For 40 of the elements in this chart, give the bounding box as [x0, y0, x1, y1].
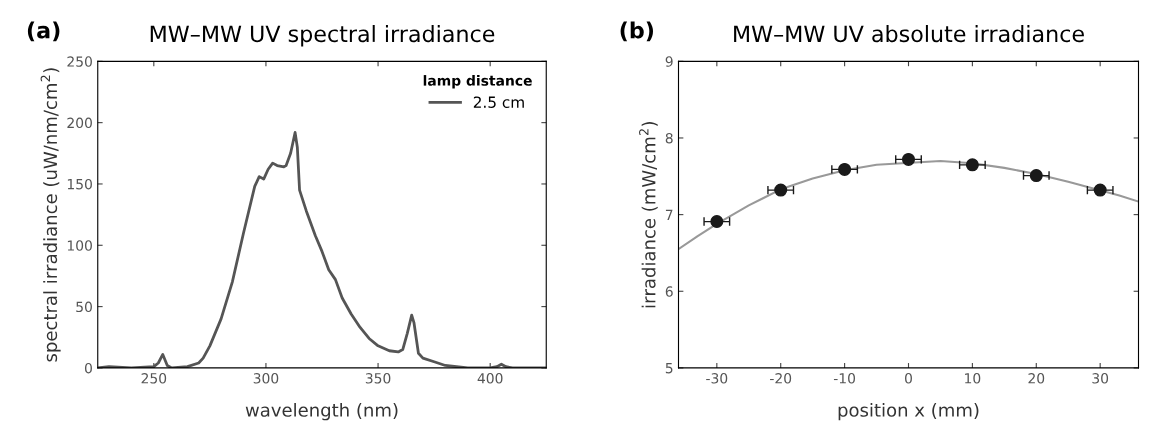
legend-title: lamp distance: [423, 75, 532, 89]
line-series: [678, 159, 1139, 251]
y-tick-label: 50: [76, 301, 92, 313]
text: (a): [27, 21, 60, 42]
x-tick-label: 350: [365, 373, 391, 384]
y-tick-label: 0: [84, 362, 92, 374]
point: [1093, 183, 1107, 197]
point: [901, 152, 916, 166]
x-axis-title: wavelength (nm): [245, 402, 398, 421]
point: [710, 215, 724, 229]
x-tick-label: -20: [770, 373, 792, 384]
y-tick-label: 100: [67, 240, 92, 251]
x-tick-label: 0: [905, 373, 912, 384]
y-tick-label: 250: [67, 56, 92, 67]
x-axis-title: position x (mm): [838, 402, 979, 421]
y-tick-label: 9: [665, 56, 673, 67]
y-tick-label: 7: [665, 209, 673, 220]
point: [1029, 169, 1043, 183]
chart-title: MW–MW UV absolute irradiance: [734, 24, 1084, 43]
x-tick-label: 400: [477, 373, 503, 384]
text: (b): [620, 21, 654, 42]
y-tick-label: 5: [665, 363, 673, 374]
point: [774, 183, 788, 197]
chart-title: MW–MW UV spectral irradiance: [150, 24, 495, 47]
x-tick-label: 10: [965, 373, 981, 384]
x-tick-label: 300: [253, 373, 279, 384]
x-tick-label: -10: [833, 373, 856, 384]
y-tick-label: 8: [665, 132, 673, 144]
point: [838, 162, 852, 176]
y-axis-title: spectral irradiance (uW/nm/cm$^{2}$): [40, 68, 61, 362]
x-tick-label: 20: [1028, 373, 1045, 384]
x-tick-label: 30: [1092, 373, 1109, 384]
x-tick-label: -30: [706, 373, 728, 384]
y-axis-title: irradiance (mW/cm$^{2}$): [639, 121, 658, 308]
legend-label: 2.5 cm: [473, 96, 524, 108]
y-tick-label: 200: [67, 117, 92, 129]
point: [965, 158, 979, 172]
x-tick-label: 250: [141, 373, 167, 384]
y-tick-label: 150: [67, 178, 92, 190]
y-tick-label: 6: [665, 286, 673, 297]
